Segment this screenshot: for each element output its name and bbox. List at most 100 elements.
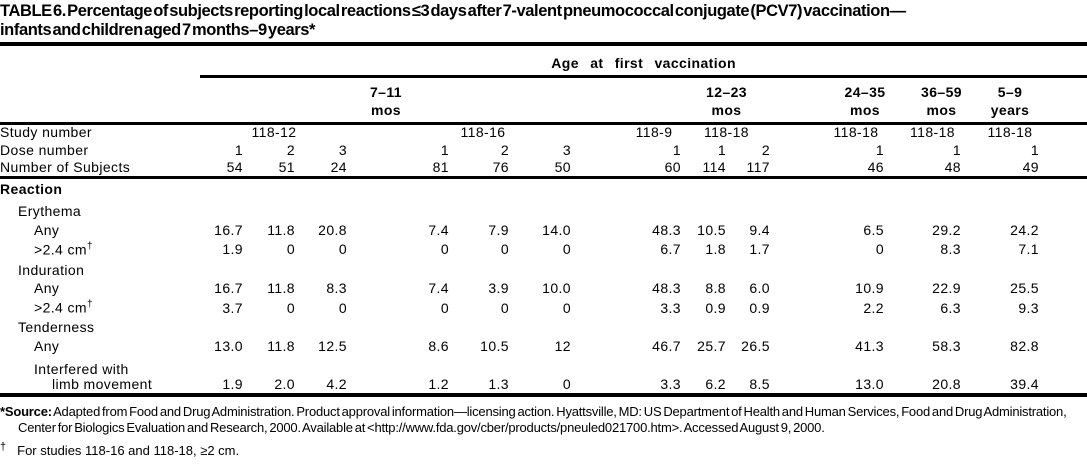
rule — [0, 390, 1087, 397]
spacer — [885, 279, 903, 297]
source-footnote-lead: *Source: — [0, 404, 52, 419]
spacer — [962, 279, 980, 297]
reaction-header-row: Reaction — [0, 178, 1087, 198]
spacer — [1040, 355, 1087, 393]
row-label: >2.4 cm† — [0, 297, 200, 317]
row-label: Any — [34, 221, 60, 238]
value-cell: 39.4 — [1010, 375, 1039, 392]
spacer — [885, 297, 903, 317]
value-cell: 6.7 — [660, 241, 681, 258]
value-cell: 24.2 — [1010, 221, 1039, 238]
value-cell: 7.4 — [428, 221, 449, 238]
table-row: Any 16.7 11.8 8.3 7.4 3.9 10.0 48.3 8.8 … — [0, 279, 1087, 297]
subjects-cell: 117 — [746, 159, 770, 175]
section-label: Reaction — [0, 180, 63, 197]
section-row: Tenderness — [0, 317, 1087, 336]
spacer — [572, 220, 626, 239]
dose-cell: 1 — [952, 142, 961, 158]
spacer — [771, 239, 827, 259]
spacer — [0, 46, 200, 76]
value-cell: 7.4 — [428, 280, 449, 297]
value-cell: 7.9 — [488, 221, 509, 238]
dose-cell: 3 — [338, 142, 347, 158]
subjects-cell: 24 — [330, 159, 347, 175]
value-cell: 10.5 — [480, 337, 509, 354]
value-cell: 10.0 — [542, 280, 571, 297]
spacer — [962, 336, 980, 355]
spacer — [1040, 297, 1087, 317]
value-cell: 1.9 — [222, 375, 243, 392]
spacer — [771, 220, 827, 239]
spacer — [885, 123, 903, 141]
spacer — [771, 123, 827, 141]
value-cell: 0 — [440, 299, 449, 316]
value-cell: 26.5 — [741, 337, 770, 354]
value-cell: 82.8 — [1010, 337, 1039, 354]
value-cell: 3.3 — [660, 299, 681, 316]
dose-cell: 1 — [875, 142, 884, 158]
value-cell: 12 — [554, 337, 571, 354]
value-cell: 25.7 — [697, 337, 726, 354]
value-cell: 6.5 — [863, 221, 884, 238]
value-cell: 9.3 — [1018, 299, 1039, 316]
footnotes: *Source: Adapted from Food and Drug Admi… — [0, 404, 1087, 459]
value-cell: 1.3 — [488, 375, 509, 392]
section-label: Tenderness — [18, 318, 95, 335]
dagger-marker: † — [0, 440, 7, 453]
age-group-7-11: 7–11 mos — [200, 76, 572, 122]
spacer — [1040, 123, 1087, 141]
value-cell: 11.8 — [267, 221, 295, 238]
dose-cell: 2 — [286, 142, 295, 158]
dagger-marker: † — [87, 240, 93, 252]
study-cell: 118-12 — [251, 124, 297, 140]
spacer — [572, 76, 626, 122]
age-group-unit: mos — [711, 101, 742, 118]
spacer — [771, 159, 827, 176]
spacer — [962, 355, 980, 393]
spacer — [348, 355, 394, 393]
section-row: Erythema — [0, 198, 1087, 220]
value-cell: 0.9 — [705, 299, 726, 316]
spacer — [962, 297, 980, 317]
spacer — [1040, 76, 1087, 122]
value-cell: 20.8 — [932, 375, 961, 392]
value-cell: 2.2 — [863, 299, 884, 316]
value-cell: 8.3 — [940, 241, 961, 258]
age-group-unit: mos — [850, 101, 880, 118]
dose-cell: 1 — [440, 142, 449, 158]
spacer — [0, 76, 200, 122]
subjects-row: Number of Subjects 54 51 24 81 76 50 60 … — [0, 159, 1087, 176]
table-row: Any 13.0 11.8 12.5 8.6 10.5 12 46.7 25.7… — [0, 336, 1087, 355]
age-header-row: Age at first vaccination — [0, 46, 1087, 78]
value-cell: 1.7 — [749, 241, 770, 258]
value-cell: 1.2 — [428, 375, 449, 392]
subjects-cell: 81 — [432, 159, 449, 175]
value-cell: 6.2 — [705, 375, 726, 392]
value-cell: 11.8 — [267, 337, 295, 354]
subjects-cell: 49 — [1022, 159, 1039, 175]
value-cell: 25.5 — [1010, 280, 1039, 297]
row-label: >2.4 cm† — [0, 239, 200, 259]
spacer — [962, 123, 980, 141]
value-cell: 58.3 — [932, 337, 961, 354]
table-row: Any 16.7 11.8 20.8 7.4 7.9 14.0 48.3 10.… — [0, 220, 1087, 239]
age-header: Age at first vaccination — [200, 46, 1087, 78]
value-cell: 1.9 — [222, 241, 243, 258]
spacer — [572, 123, 626, 141]
spacer — [572, 336, 626, 355]
study-cell: 118-16 — [460, 124, 506, 140]
age-group-5-9: 5–9 years — [980, 76, 1040, 122]
value-cell: 20.8 — [318, 221, 347, 238]
value-cell: 0 — [562, 241, 571, 258]
age-group-unit: mos — [926, 101, 957, 118]
section-label: Induration — [18, 262, 85, 279]
age-group-unit: years — [990, 101, 1030, 118]
value-cell: 6.0 — [749, 280, 770, 297]
spacer — [771, 336, 827, 355]
row-label: Dose number — [0, 142, 89, 158]
value-cell: 3.7 — [222, 299, 243, 316]
value-cell: 10.5 — [697, 221, 726, 238]
value-cell: 22.9 — [932, 280, 961, 297]
source-footnote-text: Adapted from Food and Drug Administratio… — [18, 403, 1067, 435]
